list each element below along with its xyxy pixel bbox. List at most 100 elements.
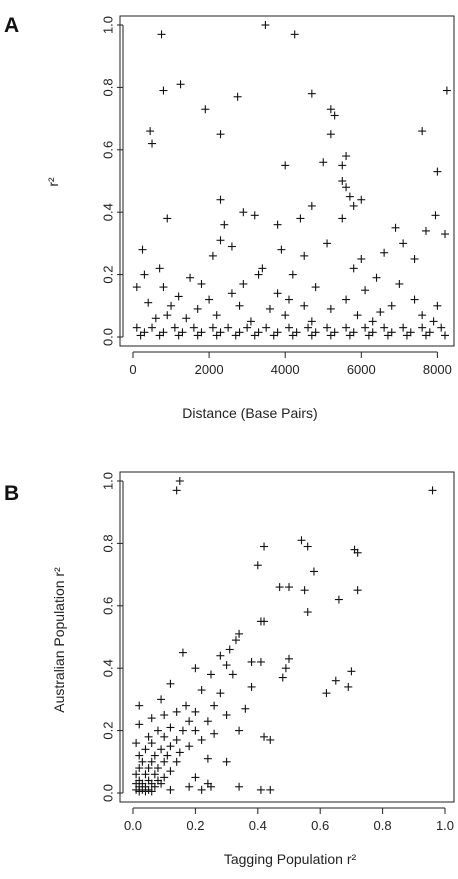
data-point — [300, 301, 309, 310]
data-point — [185, 717, 194, 726]
data-point — [197, 735, 206, 744]
data-point — [216, 651, 225, 660]
data-point — [172, 707, 181, 716]
data-point — [311, 283, 320, 292]
data-point — [266, 735, 275, 744]
data-point — [431, 211, 440, 220]
data-point — [132, 323, 141, 332]
data-point — [361, 286, 370, 295]
data-point — [136, 331, 145, 340]
data-point — [247, 657, 256, 666]
x-tick-label: 0.2 — [186, 818, 204, 833]
data-point — [144, 298, 153, 307]
data-point — [383, 331, 392, 340]
data-point — [326, 105, 335, 114]
data-point — [235, 629, 244, 638]
panel-b-plot-frame — [119, 471, 455, 803]
data-point — [410, 295, 419, 304]
data-point — [197, 785, 206, 794]
data-point — [387, 301, 396, 310]
data-point — [309, 567, 318, 576]
data-point — [380, 323, 389, 332]
data-point — [338, 214, 347, 223]
data-point — [222, 757, 231, 766]
data-point — [345, 331, 354, 340]
data-point — [150, 770, 159, 779]
data-point — [441, 331, 449, 340]
data-point — [256, 657, 265, 666]
data-point — [157, 745, 166, 754]
data-point — [441, 230, 449, 239]
data-point — [235, 301, 244, 310]
data-point — [138, 245, 147, 254]
data-point — [144, 764, 153, 773]
data-point — [132, 739, 141, 748]
data-point — [227, 289, 236, 298]
data-point — [345, 192, 354, 201]
data-point — [224, 323, 233, 332]
data-point — [138, 757, 147, 766]
data-point — [157, 695, 166, 704]
data-point — [150, 782, 159, 791]
data-point — [297, 536, 306, 545]
data-point — [322, 689, 331, 698]
data-point — [132, 770, 141, 779]
data-point — [197, 279, 206, 288]
data-point — [364, 331, 373, 340]
x-tick-label: 8000 — [423, 362, 452, 377]
data-point — [261, 21, 270, 29]
data-point — [250, 331, 259, 340]
data-point — [342, 183, 351, 192]
data-point — [285, 654, 293, 663]
data-point — [228, 670, 237, 679]
data-point — [185, 782, 194, 791]
data-point — [155, 331, 164, 340]
panel-a-letter: A — [4, 14, 19, 37]
data-point — [342, 152, 351, 161]
data-point — [353, 586, 362, 595]
data-point — [220, 220, 229, 229]
data-point — [216, 195, 225, 204]
data-point — [281, 664, 290, 673]
data-point — [166, 785, 175, 794]
data-point — [166, 742, 175, 751]
data-point — [197, 686, 206, 695]
data-point — [146, 127, 155, 136]
panel-a-x-axis: 0 2000 4000 6000 8000 — [129, 351, 452, 377]
data-point — [159, 283, 168, 292]
data-point — [174, 292, 183, 301]
data-point — [349, 264, 358, 273]
panel-a-points — [132, 21, 451, 340]
panel-a-y-axis: 0.0 0.2 0.4 0.6 0.8 1.0 — [100, 16, 124, 346]
data-point — [160, 757, 169, 766]
data-point — [175, 477, 184, 485]
data-point — [421, 331, 430, 340]
data-point — [225, 645, 234, 654]
panel-a-x-label: Distance (Base Pairs) — [182, 405, 317, 421]
data-point — [281, 161, 290, 170]
data-point — [307, 317, 316, 326]
data-point — [160, 711, 169, 719]
data-point — [399, 239, 408, 248]
data-point — [330, 111, 339, 120]
data-point — [191, 707, 200, 716]
data-point — [277, 245, 286, 254]
y-tick-label: 0.8 — [100, 78, 115, 96]
data-point — [147, 714, 156, 723]
data-point — [338, 161, 347, 170]
data-point — [205, 295, 214, 304]
data-point — [216, 236, 225, 245]
data-point — [262, 323, 271, 332]
data-point — [300, 586, 309, 595]
data-point — [163, 751, 172, 760]
data-point — [372, 273, 381, 282]
data-point — [222, 661, 231, 670]
data-point — [391, 223, 400, 232]
data-point — [288, 270, 297, 279]
panel-a-plot-frame — [119, 15, 455, 347]
data-point — [266, 785, 275, 794]
data-point — [166, 723, 175, 732]
data-point — [357, 255, 366, 263]
data-point — [399, 323, 408, 332]
data-point — [203, 717, 212, 726]
